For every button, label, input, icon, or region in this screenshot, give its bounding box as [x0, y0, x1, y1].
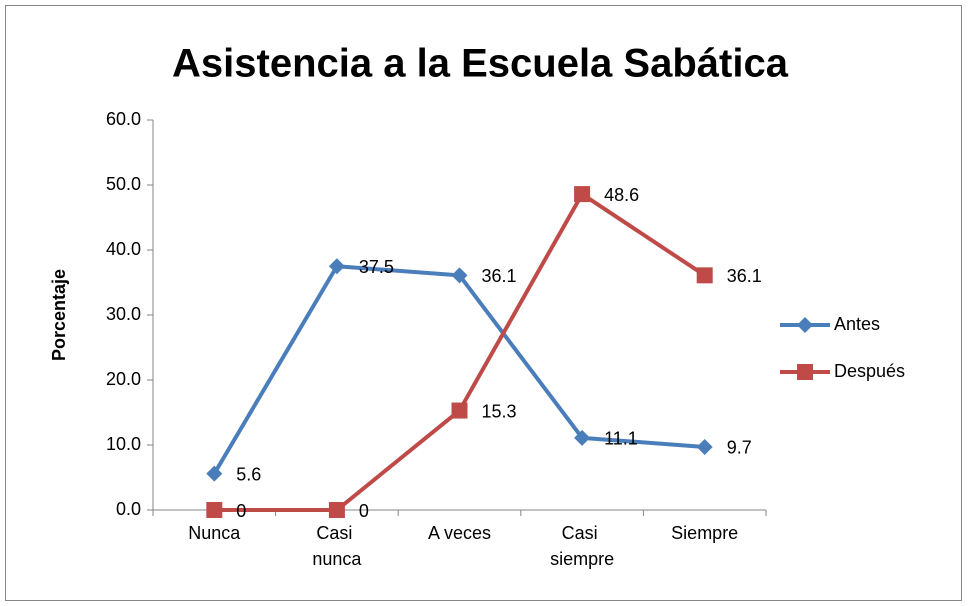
- point: [206, 502, 223, 518]
- data-label: 0: [359, 501, 369, 521]
- legend-marker: [797, 317, 813, 333]
- x-tick-label: A veces: [428, 523, 491, 543]
- point: [206, 465, 223, 482]
- data-label: 36.1: [727, 266, 762, 286]
- y-tick-label: 20.0: [106, 369, 141, 389]
- legend-label: Antes: [834, 314, 880, 334]
- point: [451, 267, 468, 284]
- point: [696, 267, 713, 284]
- x-tick-label: Siempre: [671, 523, 738, 543]
- chart-border: [5, 5, 962, 601]
- y-tick-label: 10.0: [106, 434, 141, 454]
- point: [451, 402, 468, 419]
- point: [574, 429, 591, 446]
- legend-marker: [797, 364, 813, 380]
- x-tick-label: Nunca: [188, 523, 241, 543]
- point: [696, 438, 713, 455]
- x-tick-label: Casi siempre: [550, 523, 614, 569]
- y-tick-label: 60.0: [106, 109, 141, 129]
- data-label: 37.5: [359, 257, 394, 277]
- y-axis-label: Porcentaje: [49, 269, 69, 361]
- legend-label: Después: [834, 361, 905, 381]
- y-tick-label: 50.0: [106, 174, 141, 194]
- data-label: 36.1: [482, 266, 517, 286]
- point: [328, 258, 345, 275]
- data-label: 11.1: [604, 429, 638, 449]
- chart-title: Asistencia a la Escuela Sabática: [172, 42, 789, 86]
- y-tick-label: 40.0: [106, 239, 141, 259]
- data-label: 15.3: [482, 401, 517, 421]
- point: [574, 186, 591, 203]
- data-label: 5.6: [236, 464, 261, 484]
- y-tick-label: 30.0: [106, 304, 141, 324]
- data-label: 9.7: [727, 438, 752, 458]
- data-label: 48.6: [604, 185, 639, 205]
- y-tick-label: 0.0: [116, 499, 141, 519]
- point: [328, 502, 345, 518]
- x-tick-label: Casi nunca: [312, 523, 362, 569]
- data-label: 0: [236, 501, 246, 521]
